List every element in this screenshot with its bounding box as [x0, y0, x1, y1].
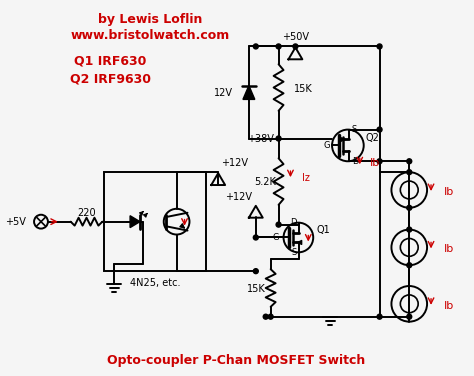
Text: D: D [290, 218, 296, 227]
Text: 220: 220 [77, 208, 96, 218]
Polygon shape [243, 85, 255, 99]
Text: www.bristolwatch.com: www.bristolwatch.com [70, 29, 229, 42]
Circle shape [407, 159, 412, 164]
Circle shape [253, 269, 258, 274]
Circle shape [407, 227, 412, 232]
Circle shape [407, 170, 412, 174]
Text: G: G [272, 233, 279, 242]
Text: S: S [291, 248, 296, 257]
Text: by Lewis Loflin: by Lewis Loflin [98, 13, 202, 26]
Circle shape [407, 314, 412, 319]
Text: S: S [352, 125, 357, 134]
Circle shape [377, 159, 382, 164]
Text: Q1 IRF630: Q1 IRF630 [74, 55, 146, 68]
Text: Q1: Q1 [316, 224, 330, 235]
Text: D: D [352, 157, 358, 166]
Text: +12V: +12V [225, 192, 252, 202]
Text: Ib: Ib [370, 158, 380, 168]
Circle shape [377, 44, 382, 49]
Text: Ib: Ib [444, 187, 454, 197]
Text: Q2: Q2 [366, 132, 380, 143]
Circle shape [253, 44, 258, 49]
Circle shape [263, 314, 268, 319]
Text: 15K: 15K [294, 84, 313, 94]
Text: G: G [324, 141, 330, 150]
Circle shape [377, 127, 382, 132]
Circle shape [293, 44, 298, 49]
Text: +38V: +38V [247, 133, 273, 144]
Circle shape [276, 136, 281, 141]
Text: Iz: Iz [302, 173, 310, 183]
Polygon shape [130, 216, 140, 227]
Circle shape [268, 314, 273, 319]
Text: +12V: +12V [221, 158, 248, 168]
Circle shape [253, 235, 258, 240]
Text: 4N25, etc.: 4N25, etc. [129, 278, 180, 288]
Text: Opto-coupler P-Chan MOSFET Switch: Opto-coupler P-Chan MOSFET Switch [107, 354, 365, 367]
Text: 15K: 15K [247, 284, 266, 294]
Circle shape [276, 222, 281, 227]
Circle shape [377, 314, 382, 319]
Text: +5V: +5V [5, 217, 26, 227]
Text: Q2 IRF9630: Q2 IRF9630 [70, 73, 151, 86]
Text: 5.2K: 5.2K [254, 177, 275, 187]
Text: +50V: +50V [282, 32, 309, 41]
Circle shape [407, 263, 412, 268]
Circle shape [276, 44, 281, 49]
Text: 12V: 12V [214, 88, 233, 98]
Text: Ib: Ib [444, 244, 454, 255]
Bar [104, 172, 206, 271]
Text: Ib: Ib [444, 301, 454, 311]
Circle shape [407, 205, 412, 210]
